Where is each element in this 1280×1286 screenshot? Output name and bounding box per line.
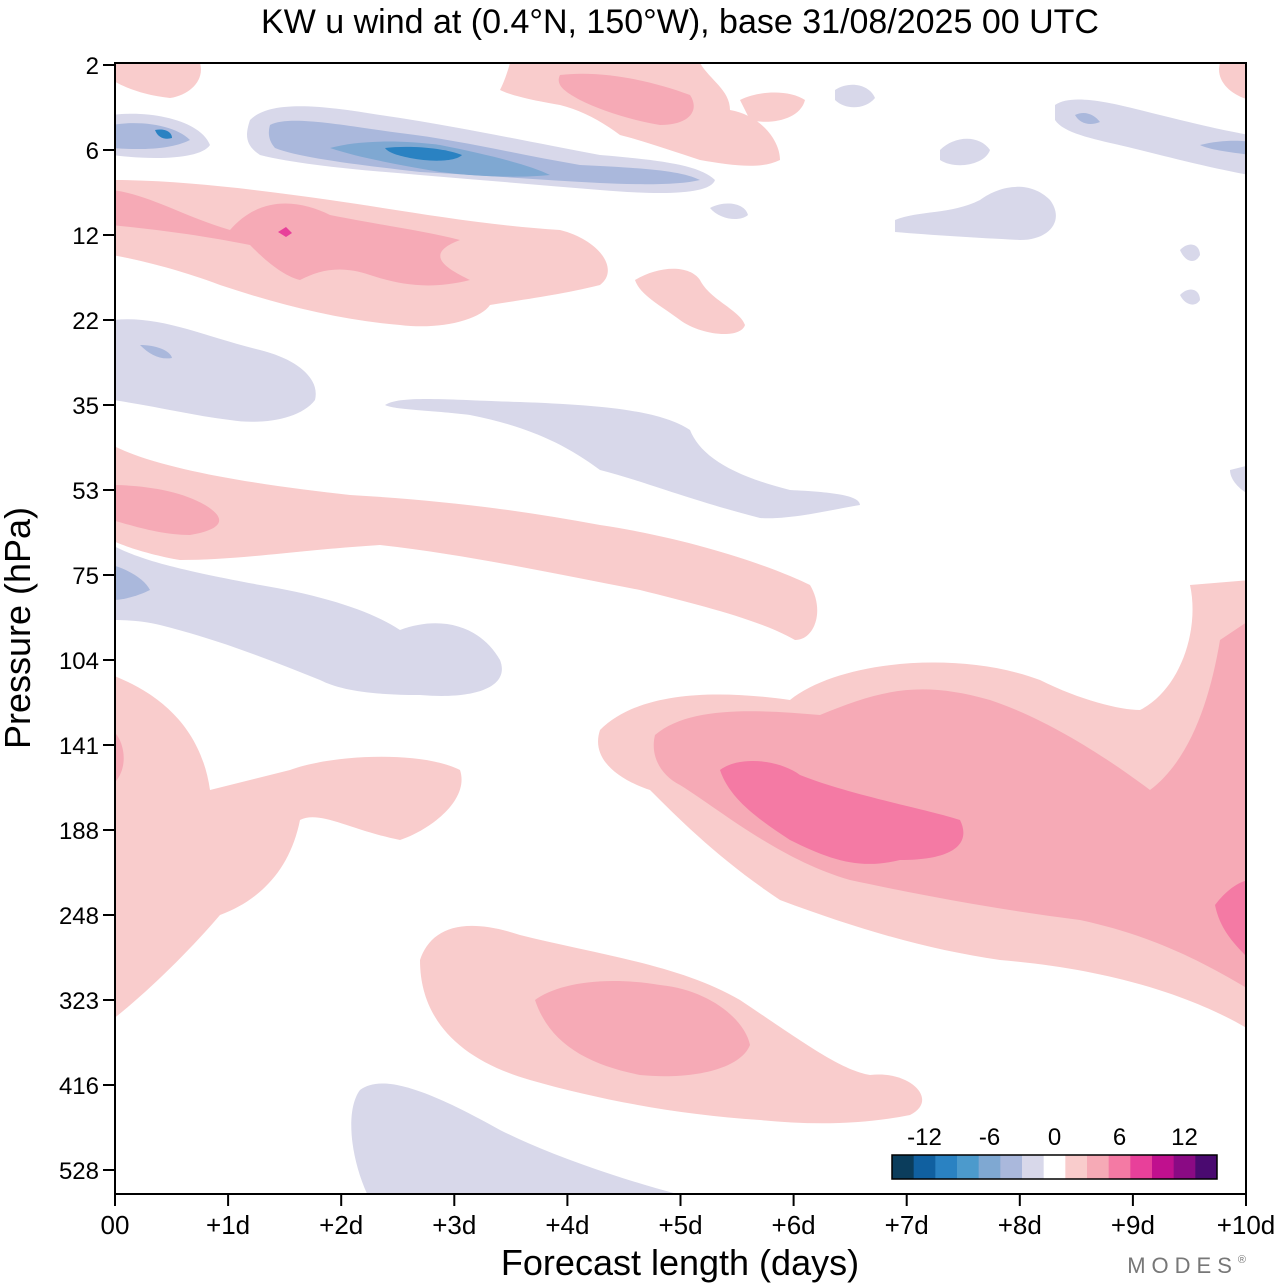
colorbar-swatch — [1065, 1155, 1088, 1179]
x-tick-label: +8d — [998, 1210, 1042, 1240]
colorbar-swatch — [1087, 1155, 1110, 1179]
y-tick-label: 248 — [59, 903, 99, 930]
colorbar-swatch — [1173, 1155, 1196, 1179]
y-tick-label: 75 — [72, 563, 99, 590]
colorbar-swatch — [1195, 1155, 1218, 1179]
contour-pos-top-mid-core — [558, 73, 694, 125]
colorbar-swatch — [978, 1155, 1001, 1179]
colorbar-label: -12 — [907, 1124, 942, 1151]
colorbar-swatch — [1152, 1155, 1175, 1179]
contour-pos-53-75 — [115, 446, 818, 640]
contour-pos-14-small — [635, 268, 745, 335]
contour-pos-main-jet-core — [720, 760, 964, 864]
colorbar-swatch — [892, 1155, 915, 1179]
x-tick-label: +10d — [1217, 1210, 1276, 1240]
colorbar-swatch — [1130, 1155, 1153, 1179]
y-axis-label: Pressure (hPa) — [0, 507, 38, 749]
y-tick-label: 528 — [59, 1158, 99, 1185]
colorbar-swatch — [913, 1155, 936, 1179]
colorbar-label: 6 — [1113, 1124, 1126, 1151]
contour-neg-6-core — [385, 146, 462, 161]
x-tick-label: +1d — [206, 1210, 250, 1240]
colorbar-label: 12 — [1171, 1124, 1198, 1151]
x-axis-label: Forecast length (days) — [501, 1242, 859, 1283]
y-tick-label: 2 — [86, 53, 99, 80]
contour-pos-53-core — [115, 485, 219, 535]
contour-neg-upper-right-a — [1055, 99, 1246, 175]
x-tick-label: 00 — [101, 1210, 130, 1240]
x-tick-label: +6d — [772, 1210, 816, 1240]
x-tick-label: +3d — [432, 1210, 476, 1240]
contour-pos-main-jet-mid — [653, 622, 1246, 988]
x-tick-label: +5d — [658, 1210, 702, 1240]
x-tick-label: +2d — [319, 1210, 363, 1240]
y-tick-label: 53 — [72, 478, 99, 505]
x-tick-label: +7d — [885, 1210, 929, 1240]
y-tick-label: 22 — [72, 308, 99, 335]
contour-pos-12-22-mid — [115, 190, 470, 286]
contour-neg-22-core — [140, 345, 172, 359]
y-tick-label: 6 — [86, 138, 99, 165]
y-tick-label: 35 — [72, 393, 99, 420]
contour-pos-surface-left — [115, 676, 462, 1018]
colorbar-frame — [891, 1154, 1218, 1180]
contour-pos-lower-tropo-core — [535, 980, 750, 1077]
colorbar-label: 0 — [1048, 1124, 1061, 1151]
contour-neg-22-35 — [115, 319, 316, 422]
y-tick-label: 188 — [59, 818, 99, 845]
contour-neg-35-53 — [385, 398, 860, 519]
contour-neg-75-104 — [115, 546, 502, 696]
x-tick-label: +4d — [545, 1210, 589, 1240]
colorbar-swatch — [1000, 1155, 1023, 1179]
y-tick-label: 12 — [72, 223, 99, 250]
colorbar-label: -6 — [979, 1124, 1000, 1151]
contour-pos-top-right — [1219, 63, 1246, 99]
contour-pos-top-left — [115, 63, 201, 98]
colorbar-swatch — [957, 1155, 980, 1179]
y-tick-label: 323 — [59, 988, 99, 1015]
x-axis: 00 +1d +2d +3d +4d +5d +6d +7d +8d +9d +10d — [101, 1194, 1276, 1240]
modes-logo: MODES® — [1127, 1253, 1252, 1278]
y-tick-label: 141 — [59, 733, 99, 760]
contour-neg-upper-right-core — [1075, 113, 1246, 155]
colorbar: -12 -6 0 6 12 — [891, 1124, 1218, 1180]
contour-neg-lower-tropo — [351, 1083, 677, 1194]
colorbar-swatch — [935, 1155, 958, 1179]
y-axis: 2 6 12 22 35 53 75 104 141 188 248 323 416 528 — [59, 53, 115, 1185]
modes-logo-text: MODES — [1127, 1253, 1238, 1278]
contour-pos-12-core — [278, 227, 292, 237]
contour-pos-right-edge-core — [1215, 880, 1246, 956]
contour-neg-75-core — [115, 565, 150, 600]
y-tick-label: 104 — [59, 648, 99, 675]
contour-field — [115, 63, 1246, 1194]
colorbar-swatch — [1022, 1155, 1045, 1179]
modes-logo-mark: ® — [1238, 1254, 1252, 1266]
contour-pos-surface-left-core — [115, 733, 124, 782]
chart-title: KW u wind at (0.4°N, 150°W), base 31/08/… — [261, 3, 1099, 41]
contour-neg-6-left-core — [155, 129, 172, 139]
y-tick-label: 416 — [59, 1073, 99, 1100]
x-tick-label: +9d — [1111, 1210, 1155, 1240]
colorbar-swatch — [1043, 1155, 1066, 1179]
colorbar-swatch — [1108, 1155, 1131, 1179]
